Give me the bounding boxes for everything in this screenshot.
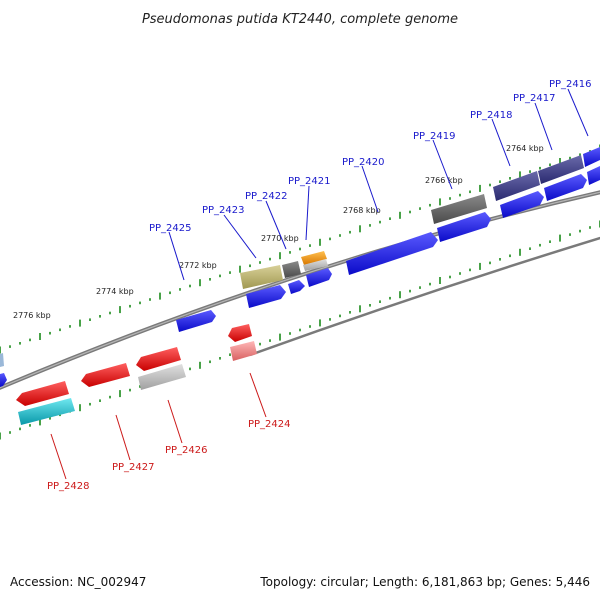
leader-line: [115, 414, 131, 461]
leader-line: [432, 139, 453, 190]
kbp-label: 2774 kbp: [96, 287, 134, 296]
leader-line: [265, 200, 287, 250]
genome-summary-text: Topology: circular; Length: 6,181,863 bp…: [259, 575, 590, 589]
forward-gene-arrows: [0, 147, 600, 387]
gene-arrow-forward[interactable]: [301, 251, 327, 265]
leader-line: [534, 102, 553, 151]
leader-line: [223, 214, 257, 259]
gene-arrow-forward[interactable]: [303, 259, 328, 271]
kbp-label: 2764 kbp: [506, 144, 544, 153]
gene-arrow-forward[interactable]: [0, 373, 7, 387]
leader-line: [567, 88, 589, 137]
gene-arrow-forward[interactable]: [176, 310, 216, 332]
gene-arrow-forward[interactable]: [493, 171, 540, 201]
gene-arrow-forward[interactable]: [500, 191, 544, 218]
gene-arrow-reverse[interactable]: [18, 398, 75, 425]
gene-arrow-forward[interactable]: [346, 232, 438, 275]
gene-label[interactable]: PP_2424: [248, 419, 291, 430]
kbp-labels: 2764 kbp 2766 kbp 2768 kbp 2770 kbp 2772…: [13, 144, 544, 320]
gene-label[interactable]: PP_2418: [470, 110, 513, 121]
gene-arrow-forward[interactable]: [306, 268, 332, 287]
leader-line: [249, 372, 267, 418]
gene-label[interactable]: PP_2425: [149, 223, 192, 234]
gene-label[interactable]: PP_2428: [47, 481, 90, 492]
leader-line: [167, 399, 183, 444]
gene-arrow-forward[interactable]: [431, 194, 487, 224]
gene-arrow-reverse[interactable]: [228, 324, 252, 342]
gene-arrow-forward[interactable]: [538, 155, 584, 184]
gene-label[interactable]: PP_2423: [202, 205, 245, 216]
leader-lines: [50, 88, 589, 480]
tick-rows: [0, 144, 600, 440]
gene-label[interactable]: PP_2419: [413, 131, 456, 142]
reverse-gene-arrows: [16, 324, 257, 425]
gene-label[interactable]: PP_2420: [342, 157, 385, 168]
leader-line: [361, 165, 379, 213]
gene-arrow-forward[interactable]: [587, 166, 600, 185]
gene-arrow-forward[interactable]: [0, 353, 4, 367]
gene-arrow-forward[interactable]: [437, 212, 491, 242]
gene-label[interactable]: PP_2416: [549, 79, 592, 90]
map-title: Pseudomonas putida KT2440, complete geno…: [142, 12, 458, 27]
gene-arrow-forward[interactable]: [240, 265, 283, 289]
gene-label[interactable]: PP_2426: [165, 445, 208, 456]
gene-arrow-forward[interactable]: [282, 261, 301, 278]
kbp-label: 2770 kbp: [261, 234, 299, 243]
gene-arrow-reverse[interactable]: [230, 341, 257, 361]
gene-label[interactable]: PP_2422: [245, 191, 288, 202]
gene-arrow-forward[interactable]: [544, 174, 587, 201]
kbp-label: 2776 kbp: [13, 311, 51, 320]
gene-label[interactable]: PP_2417: [513, 93, 556, 104]
gene-arrow-reverse[interactable]: [16, 381, 69, 406]
gene-arrow-reverse[interactable]: [138, 364, 186, 390]
gene-label[interactable]: PP_2427: [112, 462, 155, 473]
leader-line: [168, 231, 185, 281]
forward-gene-labels: PP_2416 PP_2417 PP_2418 PP_2419 PP_2420 …: [149, 79, 592, 234]
gene-arrow-forward[interactable]: [583, 147, 600, 167]
kbp-label: 2772 kbp: [179, 261, 217, 270]
kbp-label: 2768 kbp: [343, 206, 381, 215]
gene-arrow-reverse[interactable]: [136, 347, 181, 371]
reverse-gene-labels: PP_2424 PP_2426 PP_2427 PP_2428: [47, 419, 291, 492]
gene-arrow-reverse[interactable]: [81, 363, 130, 387]
kbp-label: 2766 kbp: [425, 176, 463, 185]
gene-arrow-forward[interactable]: [288, 280, 305, 294]
leader-line: [305, 185, 310, 241]
leader-line: [491, 118, 511, 167]
gene-label[interactable]: PP_2421: [288, 176, 331, 187]
gene-arrow-forward[interactable]: [246, 285, 286, 308]
leader-line: [50, 433, 67, 480]
genome-backbone-lower: [249, 236, 600, 357]
accession-text: Accession: NC_002947: [10, 575, 146, 589]
